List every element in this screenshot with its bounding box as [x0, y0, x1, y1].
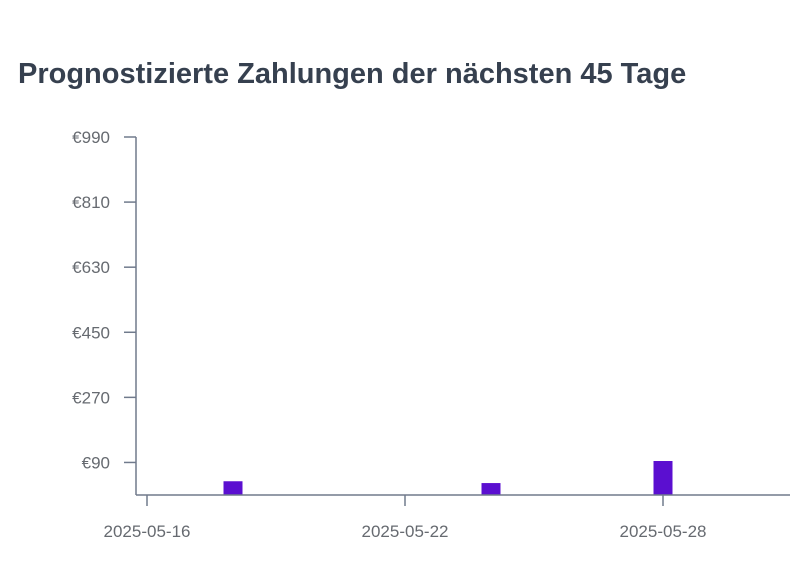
- y-tick-label-90: €90: [82, 453, 110, 472]
- bar-2025-05-17-segment-0: [223, 481, 243, 495]
- y-tick-label-270: €270: [72, 388, 110, 407]
- y-tick-label-990: €990: [72, 128, 110, 147]
- bars-layer: [223, 461, 673, 495]
- y-tick-label-450: €450: [72, 323, 110, 342]
- chart-title: Prognostizierte Zahlungen der nächsten 4…: [18, 58, 687, 90]
- x-tick-label-12: 2025-05-28: [620, 522, 707, 541]
- bar-2025-05-23-segment-0: [481, 483, 501, 495]
- y-tick-label-810: €810: [72, 193, 110, 212]
- x-tick-label-0: 2025-05-16: [104, 522, 191, 541]
- axes-layer: €90 €270 €450 €630 €810 €990 2025-05-16 2025-05…: [72, 128, 790, 541]
- x-tick-label-6: 2025-05-22: [362, 522, 449, 541]
- y-tick-label-630: €630: [72, 258, 110, 277]
- bar-2025-05-28-segment-0: [653, 461, 673, 495]
